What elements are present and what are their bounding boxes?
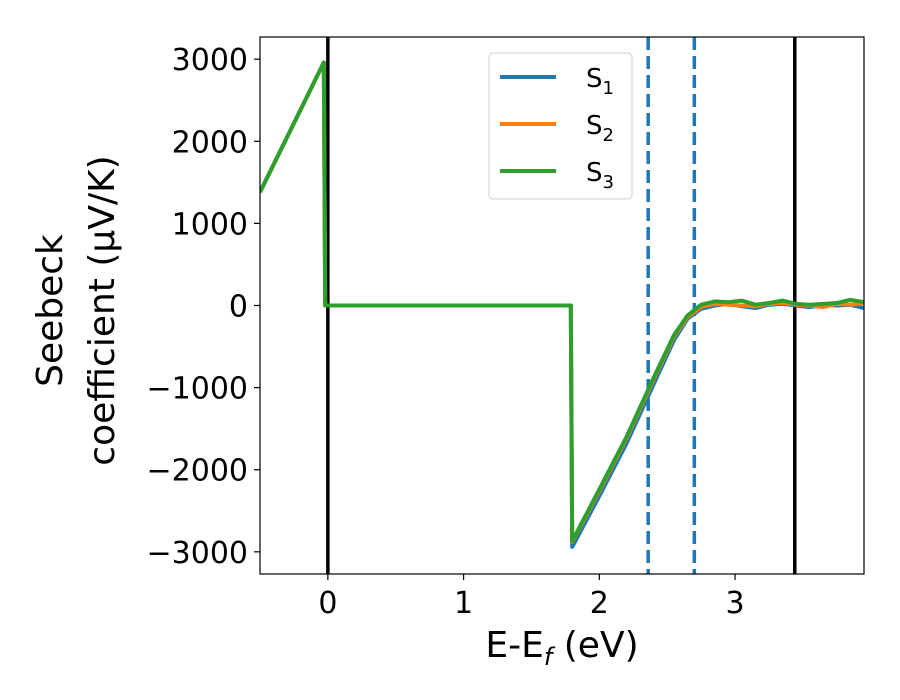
x-axis: 0 1 2 3	[318, 574, 745, 621]
y-axis-title: Seebeck coefficient (μV/K)	[30, 155, 123, 465]
legend-label-subscript: 1	[603, 78, 614, 99]
legend-label-subscript: 3	[603, 172, 614, 193]
x-axis-title-main: E-E	[485, 625, 543, 666]
y-tick-label: 2000	[172, 125, 248, 160]
y-tick-label: 3000	[172, 43, 248, 78]
series-layer	[260, 60, 864, 549]
y-axis-title-line1: Seebeck	[30, 234, 71, 387]
x-tick-label: 2	[590, 586, 609, 621]
legend-label-main: S	[586, 64, 603, 94]
legend-label-subscript: 2	[603, 125, 614, 146]
legend-label-S3: S3	[586, 158, 614, 193]
x-axis-title-unit: (eV)	[552, 625, 638, 666]
series-line-S3	[260, 60, 864, 544]
legend-box	[488, 52, 633, 200]
y-axis-title-line2: coefficient (μV/K)	[82, 155, 123, 465]
y-tick-label: −3000	[147, 536, 248, 571]
legend-label-main: S	[586, 111, 603, 141]
x-tick-label: 3	[726, 586, 745, 621]
y-tick-label: 0	[229, 290, 248, 325]
y-tick-label: −1000	[147, 372, 248, 407]
legend-label-main: S	[586, 158, 603, 188]
y-axis: −3000 −2000 −1000 0 1000 2000 3000	[147, 43, 260, 571]
y-tick-label: −2000	[147, 454, 248, 489]
x-axis-title: E-Ef (eV)	[485, 625, 638, 671]
legend-label-S2: S2	[586, 111, 614, 146]
x-tick-label: 0	[318, 586, 337, 621]
x-tick-label: 1	[454, 586, 473, 621]
y-tick-label: 1000	[172, 207, 248, 242]
legend-label-S1: S1	[586, 64, 614, 99]
